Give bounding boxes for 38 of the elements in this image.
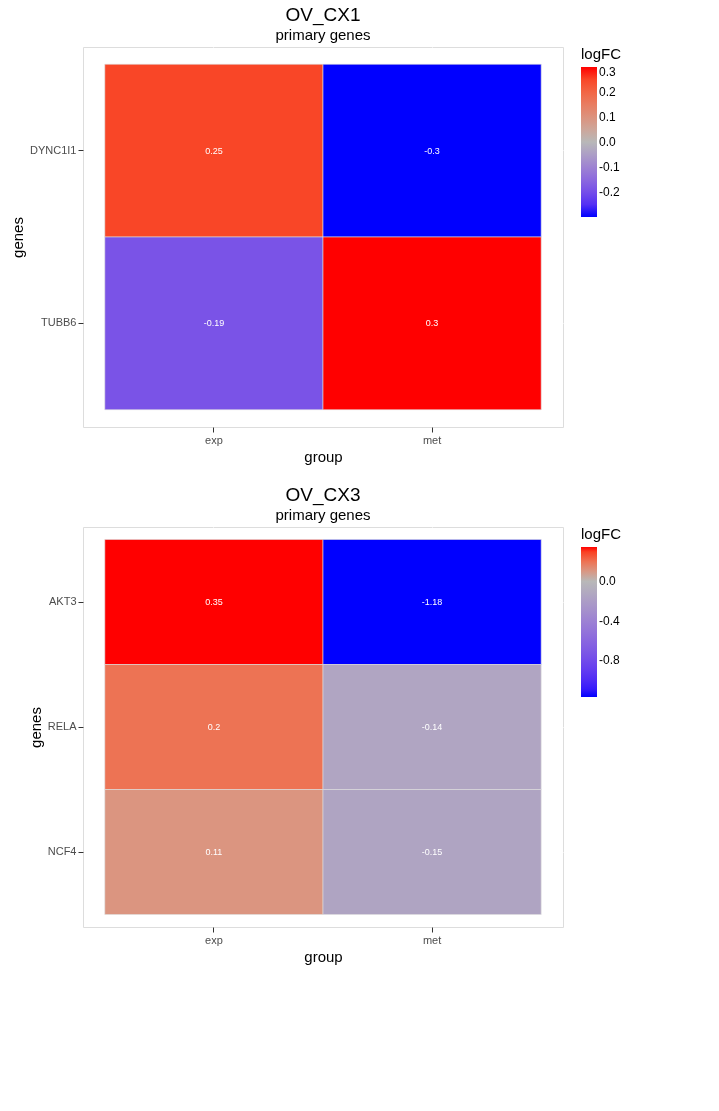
data-label: 0.35: [205, 597, 223, 607]
x-tick-label: met: [422, 933, 442, 946]
y-tick-label: AKT3: [48, 595, 77, 607]
x-tick-label: met: [422, 433, 442, 446]
y-tick-label: TUBB6: [41, 316, 77, 329]
y-tick-label: RELA: [47, 720, 78, 732]
data-label: 0.11: [205, 847, 223, 857]
y-tick-label: NCF4: [47, 845, 77, 857]
chart-title: OV_CX1: [285, 4, 361, 26]
data-label: -0.15: [421, 847, 443, 857]
color-bar-label: 0.0: [599, 135, 617, 149]
color-bar-label: -0.4: [599, 613, 620, 628]
y-tick-label: DYNC1I1: [30, 143, 77, 156]
color-bar-title: logFC: [581, 525, 622, 542]
y-axis-title: genes: [9, 217, 27, 258]
color-bar-label: 0.2: [599, 85, 617, 99]
color-bar-label: -0.2: [599, 185, 620, 199]
x-tick-label: exp: [205, 433, 223, 446]
data-label: 0.3: [425, 318, 439, 329]
chart-subtitle: primary genes: [275, 506, 371, 523]
data-label: -0.19: [203, 318, 225, 329]
chart-subtitle: primary genes: [275, 26, 371, 43]
color-bar-label: 0.1: [599, 110, 617, 124]
data-label: -1.18: [421, 597, 443, 607]
y-axis-title: genes: [26, 707, 44, 748]
data-label: -0.14: [421, 722, 443, 732]
color-bar-label: -0.1: [599, 160, 620, 174]
color-bar-label: -0.8: [599, 652, 620, 667]
x-axis-title: group: [304, 447, 343, 465]
color-bar-label: 0.0: [599, 574, 617, 589]
chart-title: OV_CX3: [285, 484, 361, 506]
data-label: 0.25: [205, 145, 223, 156]
color-bar-label: 0.3: [599, 65, 617, 79]
x-tick-label: exp: [205, 933, 223, 946]
data-label: 0.2: [207, 722, 221, 732]
color-bar-title: logFC: [581, 45, 622, 62]
data-label: -0.3: [424, 145, 440, 156]
x-axis-title: group: [304, 947, 343, 965]
